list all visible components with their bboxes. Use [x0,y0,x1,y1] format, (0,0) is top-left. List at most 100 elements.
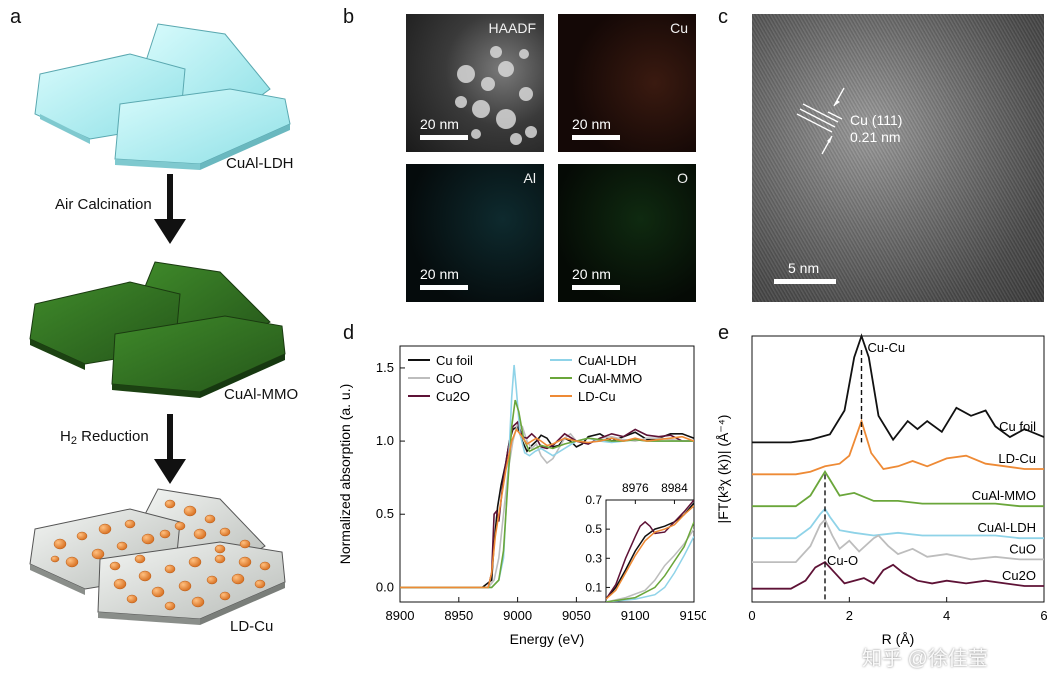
series-label-e-ld-cu: LD-Cu [998,451,1036,466]
haadf-scale: 20 nm [420,116,468,140]
h2-rest: Reduction [76,428,149,445]
label-air-calcination: Air Calcination [55,196,152,213]
legend-label-cu2o: Cu2O [436,389,470,404]
inset-ytick-label-0.7: 0.7 [585,493,602,507]
series-e-cu-foil [752,333,1045,444]
ylabel-e: |FT(k³χ (k))| (Å⁻⁴) [715,415,731,524]
mmo-plates [29,261,286,398]
xtick-label-d-9150: 9150 [680,608,706,623]
ytick-label-d-1.0: 1.0 [376,433,394,448]
xanes-chart: 8900 8950 9000 9050 9100 9150 0.0 0.5 1.0 1.5 Ener… [337,345,706,647]
inset-series-cuo [606,528,694,602]
ldcu-plates [29,488,286,625]
series-e-cuo [752,517,1044,563]
inset-series-cu-foil [606,502,694,600]
legend-label-cuo: CuO [436,371,463,386]
ytick-label-d-0.0: 0.0 [376,579,394,594]
cu-map-scale-bar [572,135,620,140]
panel-label-d: d [343,322,355,344]
legend-label-ld-cu: LD-Cu [578,389,616,404]
xlabel-e: R (Å) [882,631,915,647]
series-label-e-cu2o: Cu2O [1002,568,1036,583]
o-map-tag: O [677,170,688,186]
lattice-plane: Cu (111) [850,112,903,128]
series-d-ld-cu [400,427,694,589]
series-label-e-cu-foil: Cu foil [999,419,1036,434]
series-label-e-cual-mmo: CuAl-MMO [972,488,1036,503]
inset-series-cual-ldh [606,536,694,602]
haadf-scale-text: 20 nm [420,116,459,132]
cu-map: Cu 20 nm [558,14,696,152]
panel-label-a: a [10,6,22,28]
ylabel-d: Normalized absorption (a. u.) [337,384,353,565]
xtick-label-d-9100: 9100 [621,608,650,623]
cu-o-label: Cu-O [827,553,858,568]
haadf-image: HAADF 20 nm [406,14,544,152]
legend-label-cu-foil: Cu foil [436,353,473,368]
lattice-labels: Cu (111) 0.21 nm [850,112,902,146]
inset-ytick-label-0.5: 0.5 [585,522,602,536]
series-d-cu-foil [400,425,694,589]
cu-map-scale-text: 20 nm [572,116,611,132]
inset-xtick-label-8976: 8976 [622,481,649,495]
label-ld-cu: LD-Cu [230,618,274,635]
cu-map-tag: Cu [670,20,688,36]
al-map-scale-bar [420,285,468,290]
legend-label-cual-ldh: CuAl-LDH [578,353,637,368]
cu-map-scale: 20 nm [572,116,620,140]
panel-label-e: e [718,322,730,344]
panel-label-c: c [718,6,728,28]
watermark: 知乎 @徐佳莹 [862,648,988,670]
haadf-scale-bar [420,135,468,140]
legend-label-cual-mmo: CuAl-MMO [578,371,642,386]
inset-series-ld-cu [606,505,694,600]
xtick-label-e-2: 2 [846,608,853,623]
series-e-cual-mmo [752,469,1044,508]
series-group-d [400,364,694,589]
xtick-label-d-8950: 8950 [444,608,473,623]
o-map-scale: 20 nm [572,266,620,290]
cu-cu-label: Cu-Cu [868,340,906,355]
xtick-label-e-6: 6 [1040,608,1047,623]
series-e-ld-cu [752,418,1044,476]
haadf-tag: HAADF [488,20,536,36]
arrow-2 [154,414,186,484]
label-cual-ldh: CuAl-LDH [226,155,294,172]
hrtem-image: Cu (111) 0.21 nm 5 nm [752,14,1044,302]
inset-series-cual-mmo [606,521,694,602]
xtick-label-e-0: 0 [748,608,755,623]
al-map: Al 20 nm [406,164,544,302]
series-e-cu2o [752,560,1044,590]
axes-box-d [399,345,695,603]
h2-sub: 2 [70,435,77,447]
al-map-tag: Al [523,170,536,186]
label-h2-reduction: H2 Reduction [60,428,149,447]
ytick-label-d-0.5: 0.5 [376,506,394,521]
inset-ytick-label-0.1: 0.1 [585,580,602,594]
inset-ytick-label-0.3: 0.3 [585,551,602,565]
al-map-scale: 20 nm [420,266,468,290]
ldh-plates [34,23,291,170]
haadf-particles [455,46,537,145]
lattice-annotation [796,87,845,155]
series-label-e-cual-ldh: CuAl-LDH [977,520,1036,535]
o-map: O 20 nm [558,164,696,302]
label-cual-mmo: CuAl-MMO [224,386,299,403]
panel-label-b: b [343,6,355,28]
xtick-label-d-9050: 9050 [562,608,591,623]
xlabel-d: Energy (eV) [510,631,585,647]
inset-series-cu2o [606,500,694,600]
ft-exafs-chart: 0 2 4 6 R (Å) |FT(k³χ (k))| (Å⁻⁴) Cu foil LD-Cu… [715,333,1048,647]
hrtem-scale: 5 nm [774,260,836,284]
inset-xtick-label-8984: 8984 [661,481,688,495]
xtick-label-e-4: 4 [943,608,950,623]
lattice-spacing: 0.21 nm [850,129,901,145]
o-map-scale-bar [572,285,620,290]
hrtem-scale-text: 5 nm [788,260,820,276]
ytick-label-d-1.5: 1.5 [376,360,394,375]
series-e-cual-ldh [752,507,1044,540]
hrtem-scale-bar [774,279,836,284]
series-label-e-cuo: CuO [1009,541,1036,556]
xtick-label-d-9000: 9000 [503,608,532,623]
al-map-scale-text: 20 nm [420,266,459,282]
